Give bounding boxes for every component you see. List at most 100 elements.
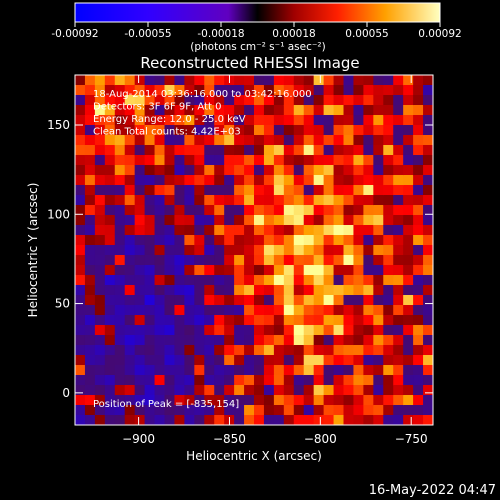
heatmap-cell xyxy=(154,135,165,146)
heatmap-cell xyxy=(244,205,255,216)
heatmap-cell xyxy=(224,305,235,316)
heatmap-cell xyxy=(194,155,205,166)
heatmap-cell xyxy=(263,105,275,116)
heatmap-cell xyxy=(75,75,86,86)
heatmap-cell xyxy=(403,295,414,306)
heatmap-cell xyxy=(293,85,305,96)
heatmap-cell xyxy=(144,355,156,366)
heatmap-cell xyxy=(75,245,86,256)
heatmap-cell xyxy=(263,285,275,296)
heatmap-cell xyxy=(303,225,315,236)
heatmap-cell xyxy=(104,395,116,406)
heatmap-cell xyxy=(313,205,325,216)
heatmap-cell xyxy=(154,375,165,386)
heatmap-cell xyxy=(273,345,285,356)
heatmap-cell xyxy=(413,135,424,146)
heatmap-cell xyxy=(75,415,86,426)
heatmap-cell xyxy=(293,205,305,216)
heatmap-cell xyxy=(154,175,165,186)
heatmap-cell xyxy=(303,155,315,166)
heatmap-cell xyxy=(263,135,275,146)
heatmap-cell xyxy=(254,75,265,86)
heatmap-cell xyxy=(104,345,116,356)
heatmap-cell xyxy=(313,375,325,386)
heatmap-cell xyxy=(333,405,344,416)
heatmap-cell xyxy=(94,225,106,236)
y-tick-label: 0 xyxy=(62,386,70,400)
heatmap-cell xyxy=(244,195,255,206)
heatmap-cell xyxy=(413,165,424,176)
heatmap-cell xyxy=(263,245,275,256)
heatmap-cell xyxy=(423,165,434,176)
heatmap-cell xyxy=(194,195,205,206)
heatmap-cell xyxy=(333,165,344,176)
heatmap-cell xyxy=(134,175,146,186)
heatmap-cell xyxy=(343,415,354,426)
heatmap-cell xyxy=(94,335,106,346)
heatmap-cell xyxy=(333,335,344,346)
heatmap-cell xyxy=(373,355,384,366)
heatmap-cell xyxy=(293,375,305,386)
heatmap-cell xyxy=(423,335,434,346)
heatmap-cell xyxy=(94,185,106,196)
heatmap-cell xyxy=(114,395,126,406)
heatmap-cell xyxy=(373,325,384,336)
heatmap-cell xyxy=(293,165,305,176)
heatmap-cell xyxy=(373,195,384,206)
heatmap-cell xyxy=(383,265,394,276)
heatmap-cell xyxy=(403,95,414,106)
heatmap-cell xyxy=(263,395,275,406)
heatmap-cell xyxy=(244,215,255,226)
heatmap-cell xyxy=(283,135,295,146)
heatmap-cell xyxy=(224,385,235,396)
heatmap-cell xyxy=(343,365,354,376)
heatmap-cell xyxy=(263,415,275,426)
heatmap-cell xyxy=(75,145,86,156)
heatmap-cell xyxy=(114,205,126,216)
heatmap-cell xyxy=(174,245,185,256)
heatmap-cell xyxy=(363,135,374,146)
heatmap-cell xyxy=(224,135,235,146)
heatmap-cell xyxy=(234,245,245,256)
heatmap-cell xyxy=(254,215,265,226)
heatmap-cell xyxy=(413,235,424,246)
heatmap-cell xyxy=(383,125,394,136)
heatmap-cell xyxy=(194,75,205,86)
colorbar-ticks: -0.00092 -0.00055 -0.00018 0.00018 0.00055 0.… xyxy=(51,22,462,40)
heatmap-cell xyxy=(323,345,335,356)
heatmap-cell xyxy=(164,85,175,96)
heatmap-cell xyxy=(224,405,235,416)
heatmap-cell xyxy=(204,305,215,316)
heatmap-cell xyxy=(383,385,394,396)
heatmap-cell xyxy=(423,195,434,206)
heatmap-cell xyxy=(383,175,394,186)
heatmap-cell xyxy=(224,395,235,406)
heatmap-cell xyxy=(194,405,205,416)
heatmap-cell xyxy=(313,345,325,356)
heatmap-cell xyxy=(75,355,86,366)
heatmap-cell xyxy=(164,195,175,206)
heatmap-cell xyxy=(184,175,195,186)
heatmap-cell xyxy=(94,385,106,396)
heatmap-cell xyxy=(154,265,165,276)
heatmap-cell xyxy=(263,165,275,176)
heatmap-cell xyxy=(144,395,156,406)
heatmap-cell xyxy=(224,345,235,356)
heatmap-cell xyxy=(114,235,126,246)
heatmap-cell xyxy=(244,135,255,146)
heatmap-cell xyxy=(184,375,195,386)
heatmap-cell xyxy=(214,85,225,96)
heatmap-cell xyxy=(224,365,235,376)
heatmap-cell xyxy=(313,255,325,266)
heatmap-cell xyxy=(313,335,325,346)
heatmap-cell xyxy=(194,245,205,256)
heatmap-cell xyxy=(323,175,335,186)
heatmap-cell xyxy=(254,225,265,236)
heatmap-cell xyxy=(244,185,255,196)
heatmap-cell xyxy=(154,255,165,266)
heatmap-cell xyxy=(383,405,394,416)
heatmap-cell xyxy=(393,335,404,346)
heatmap-cell xyxy=(363,365,374,376)
heatmap-cell xyxy=(124,265,136,276)
